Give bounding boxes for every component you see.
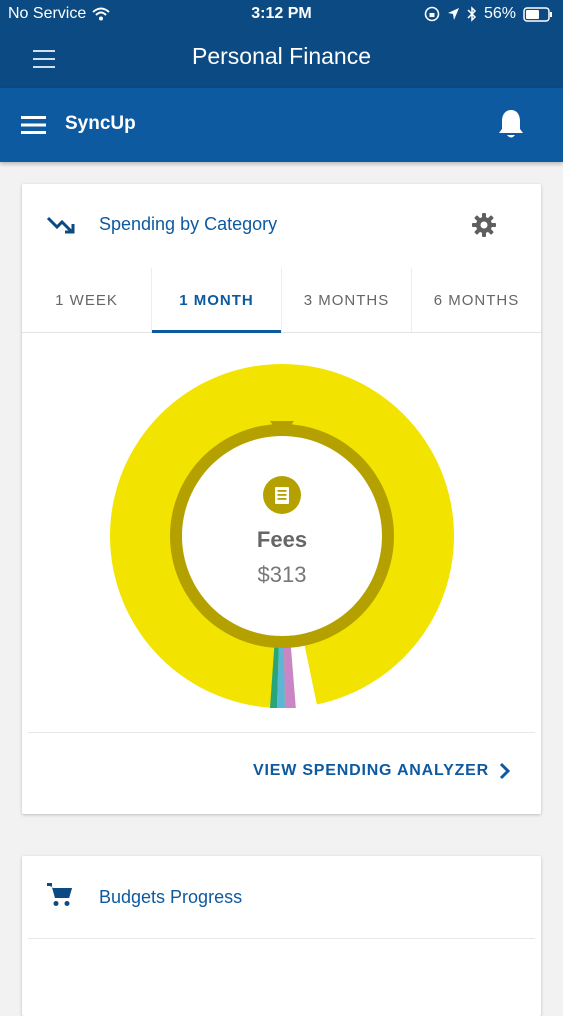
spending-donut-chart[interactable] <box>110 364 454 708</box>
app-bar: Personal Finance <box>0 30 563 88</box>
carrier-label: No Service <box>8 5 87 22</box>
spending-card: Spending by Category 1 WEEK 1 MONTH 3 MO… <box>22 184 541 814</box>
wifi-icon <box>92 7 110 21</box>
spending-card-title: Spending by Category <box>99 214 278 234</box>
screen-lock-icon <box>424 6 440 22</box>
bluetooth-icon <box>467 6 477 22</box>
gear-icon[interactable] <box>471 212 497 238</box>
budgets-card: Budgets Progress <box>22 856 541 1016</box>
selected-category-amount: $313 <box>257 562 307 587</box>
tab-1-week[interactable]: 1 WEEK <box>22 268 152 332</box>
hamburger-menu-icon[interactable] <box>30 44 60 74</box>
selected-category-name: Fees <box>256 527 308 552</box>
notification-bell-icon[interactable] <box>497 108 525 140</box>
trending-down-icon <box>46 216 75 234</box>
battery-label: 56% <box>483 5 516 22</box>
period-tabs: 1 WEEK 1 MONTH 3 MONTHS 6 MONTHS <box>22 268 541 333</box>
tab-3-months[interactable]: 3 MONTHS <box>282 268 412 332</box>
receipt-icon <box>263 476 301 514</box>
donut-hole <box>182 436 382 636</box>
location-icon <box>447 8 459 20</box>
donut-pointer <box>270 421 294 438</box>
sub-header: SyncUp <box>0 88 563 162</box>
status-time: 3:12 PM <box>251 5 312 22</box>
status-right: 56% <box>424 5 553 23</box>
tab-1-month[interactable]: 1 MONTH <box>152 268 282 333</box>
spending-card-header: Spending by Category <box>22 184 541 268</box>
budgets-card-title: Budgets Progress <box>99 887 243 907</box>
status-left: No Service <box>8 5 110 23</box>
brand-label: SyncUp <box>65 113 136 134</box>
view-spending-analyzer-link[interactable]: VIEW SPENDING ANALYZER <box>253 762 511 780</box>
divider <box>28 938 535 939</box>
menu-icon[interactable] <box>20 112 48 138</box>
chevron-right-icon <box>499 762 511 780</box>
divider <box>28 732 535 733</box>
shopping-cart-icon <box>47 883 72 906</box>
status-bar: No Service 3:12 PM 56% <box>0 0 563 30</box>
tab-6-months[interactable]: 6 MONTHS <box>433 291 520 309</box>
link-label: VIEW SPENDING ANALYZER <box>253 762 489 779</box>
battery-icon <box>523 6 552 22</box>
page-title: Personal Finance <box>192 43 371 69</box>
